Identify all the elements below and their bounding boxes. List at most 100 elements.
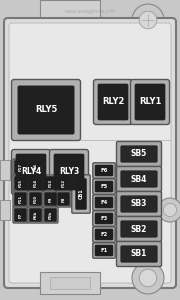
FancyBboxPatch shape: [116, 217, 161, 242]
FancyBboxPatch shape: [116, 142, 161, 167]
Bar: [0, 160, 10, 180]
FancyBboxPatch shape: [95, 245, 113, 256]
FancyBboxPatch shape: [28, 191, 43, 207]
Text: SB1: SB1: [131, 250, 147, 259]
FancyBboxPatch shape: [50, 149, 89, 194]
Text: F13: F13: [48, 179, 53, 187]
FancyBboxPatch shape: [76, 178, 86, 209]
FancyBboxPatch shape: [93, 227, 115, 242]
FancyBboxPatch shape: [95, 229, 113, 240]
Circle shape: [139, 269, 157, 287]
FancyBboxPatch shape: [18, 86, 74, 134]
Text: CB1: CB1: [78, 189, 84, 199]
Text: F16: F16: [33, 163, 37, 171]
Text: F6: F6: [100, 168, 108, 173]
Text: F6b: F6b: [33, 211, 37, 219]
FancyBboxPatch shape: [13, 159, 28, 175]
Text: F15: F15: [19, 179, 22, 187]
FancyBboxPatch shape: [14, 176, 27, 190]
FancyBboxPatch shape: [14, 160, 27, 174]
Text: SB3: SB3: [131, 200, 147, 208]
Text: RLY1: RLY1: [139, 98, 161, 106]
Text: SB4: SB4: [131, 175, 147, 184]
Text: F17: F17: [19, 163, 22, 171]
Text: F12: F12: [62, 179, 66, 187]
FancyBboxPatch shape: [44, 208, 57, 222]
Text: F3: F3: [100, 216, 108, 221]
Text: RLY4: RLY4: [21, 167, 41, 176]
Text: F10: F10: [33, 195, 37, 203]
Text: F1: F1: [100, 248, 108, 253]
FancyBboxPatch shape: [14, 192, 27, 206]
FancyBboxPatch shape: [56, 175, 71, 191]
Text: F7: F7: [19, 212, 22, 218]
Text: www.autogenius.info: www.autogenius.info: [64, 10, 116, 14]
FancyBboxPatch shape: [116, 167, 161, 191]
Text: SB5: SB5: [131, 149, 147, 158]
FancyBboxPatch shape: [95, 213, 113, 224]
Circle shape: [132, 262, 164, 294]
Text: F4: F4: [100, 200, 108, 205]
FancyBboxPatch shape: [56, 191, 71, 207]
FancyBboxPatch shape: [28, 175, 43, 191]
FancyBboxPatch shape: [43, 191, 58, 207]
Text: RLY5: RLY5: [35, 106, 57, 115]
FancyBboxPatch shape: [28, 207, 43, 223]
FancyBboxPatch shape: [93, 195, 115, 210]
FancyBboxPatch shape: [29, 208, 42, 222]
Text: SB2: SB2: [131, 224, 147, 233]
FancyBboxPatch shape: [44, 176, 57, 190]
FancyBboxPatch shape: [93, 80, 132, 124]
FancyBboxPatch shape: [16, 154, 46, 190]
FancyBboxPatch shape: [57, 192, 70, 206]
FancyBboxPatch shape: [29, 160, 42, 174]
Text: F5b: F5b: [48, 211, 53, 219]
Text: F2: F2: [100, 232, 108, 237]
Text: RLY3: RLY3: [59, 167, 79, 176]
FancyBboxPatch shape: [116, 191, 161, 217]
Text: F8: F8: [62, 196, 66, 202]
Text: RLY2: RLY2: [102, 98, 124, 106]
FancyBboxPatch shape: [43, 175, 58, 191]
FancyBboxPatch shape: [121, 171, 157, 187]
Text: F11: F11: [19, 195, 22, 203]
FancyBboxPatch shape: [43, 207, 58, 223]
FancyBboxPatch shape: [54, 154, 84, 190]
FancyBboxPatch shape: [12, 149, 51, 194]
FancyBboxPatch shape: [44, 192, 57, 206]
FancyBboxPatch shape: [95, 197, 113, 208]
FancyBboxPatch shape: [93, 179, 115, 194]
FancyBboxPatch shape: [95, 181, 113, 192]
FancyBboxPatch shape: [13, 207, 28, 223]
Bar: [40, 0, 100, 20]
Text: F9: F9: [48, 196, 53, 202]
FancyBboxPatch shape: [57, 176, 70, 190]
FancyBboxPatch shape: [13, 175, 28, 191]
FancyBboxPatch shape: [121, 246, 157, 262]
FancyBboxPatch shape: [29, 176, 42, 190]
FancyBboxPatch shape: [72, 175, 90, 213]
Text: F14: F14: [33, 179, 37, 187]
FancyBboxPatch shape: [13, 191, 28, 207]
FancyBboxPatch shape: [93, 163, 115, 178]
Bar: [40, 272, 100, 294]
FancyBboxPatch shape: [121, 196, 157, 212]
Bar: [0, 200, 10, 220]
FancyBboxPatch shape: [98, 84, 128, 120]
FancyBboxPatch shape: [130, 80, 170, 124]
FancyBboxPatch shape: [121, 146, 157, 162]
FancyBboxPatch shape: [135, 84, 165, 120]
FancyBboxPatch shape: [116, 242, 161, 266]
Circle shape: [132, 4, 164, 36]
FancyBboxPatch shape: [121, 221, 157, 237]
FancyBboxPatch shape: [93, 243, 115, 258]
Bar: [50, 277, 90, 289]
FancyBboxPatch shape: [93, 211, 115, 226]
Circle shape: [139, 11, 157, 29]
FancyBboxPatch shape: [95, 165, 113, 176]
Circle shape: [158, 198, 180, 222]
Circle shape: [163, 203, 177, 217]
FancyBboxPatch shape: [14, 208, 27, 222]
Text: F5: F5: [100, 184, 108, 189]
FancyBboxPatch shape: [28, 159, 43, 175]
